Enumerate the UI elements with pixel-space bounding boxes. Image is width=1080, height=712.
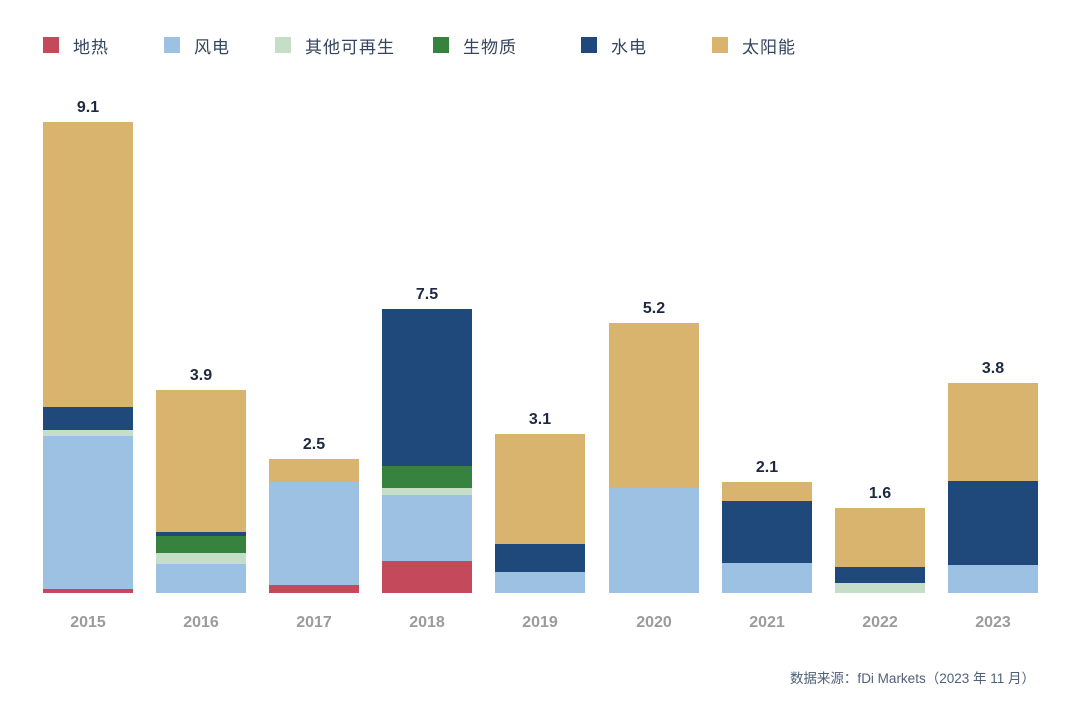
bar-total-label: 7.5 <box>415 286 439 303</box>
bar-segment-geothermal <box>43 589 133 593</box>
x-axis-label-2023: 2023 <box>975 614 1011 631</box>
bar-total-label: 2.5 <box>302 436 326 453</box>
other-renewables-swatch-icon <box>275 37 291 53</box>
legend-label: 风电 <box>194 37 230 57</box>
bar-segment-hydro <box>722 501 812 563</box>
bar-2023: 3.8 <box>948 360 1038 593</box>
x-axis-label-2019: 2019 <box>522 614 558 631</box>
legend-item-solar: 太阳能 <box>712 34 796 57</box>
bar-2022: 1.6 <box>835 485 925 593</box>
bar-segment-other-renewables <box>156 553 246 564</box>
legend-label: 其他可再生 <box>305 37 395 57</box>
bar-segment-other-renewables <box>43 430 133 436</box>
bar-total-label: 3.1 <box>528 411 552 428</box>
bar-segment-hydro <box>382 309 472 466</box>
x-axis-label-2016: 2016 <box>183 614 219 631</box>
legend-item-biomass: 生物质 <box>433 34 517 57</box>
x-axis-label-2021: 2021 <box>749 614 785 631</box>
hydro-swatch-icon <box>581 37 597 53</box>
legend-item-geothermal: 地热 <box>43 34 109 57</box>
bar-total-label: 3.8 <box>981 360 1005 377</box>
bar-segment-solar <box>609 323 699 488</box>
bar-segment-solar <box>948 383 1038 481</box>
bar-segment-biomass <box>156 536 246 553</box>
bar-segment-hydro <box>156 532 246 536</box>
legend-label: 太阳能 <box>742 37 796 57</box>
bar-segment-wind <box>43 436 133 589</box>
bar-total-label: 1.6 <box>868 485 892 502</box>
bar-2019: 3.1 <box>495 411 585 593</box>
bar-segment-solar <box>722 482 812 501</box>
bar-2018: 7.5 <box>382 286 472 593</box>
bar-segment-geothermal <box>382 561 472 593</box>
legend-label: 地热 <box>73 37 109 57</box>
bar-segment-wind <box>495 572 585 593</box>
chart-legend: 地热 风电 其他可再生 生物质 水电 太阳能 <box>0 0 1080 70</box>
x-axis-label-2022: 2022 <box>862 614 898 631</box>
bar-2020: 5.2 <box>609 300 699 593</box>
bar-segment-wind <box>269 482 359 585</box>
bar-segment-wind <box>948 565 1038 593</box>
x-axis-label-2017: 2017 <box>296 614 332 631</box>
bar-total-label: 5.2 <box>642 300 666 317</box>
bar-segment-hydro <box>43 407 133 430</box>
legend-label: 生物质 <box>463 37 517 57</box>
data-source-note: 数据来源：fDi Markets（2023 年 11 月） <box>789 671 1035 686</box>
bar-2021: 2.1 <box>722 459 812 593</box>
solar-swatch-icon <box>712 37 728 53</box>
bar-2017: 2.5 <box>269 436 359 593</box>
bar-segment-solar <box>835 508 925 567</box>
bar-segment-hydro <box>835 567 925 583</box>
legend-item-wind: 风电 <box>164 34 230 57</box>
x-axis-label-2015: 2015 <box>70 614 106 631</box>
bar-segment-hydro <box>948 481 1038 565</box>
bar-total-label: 3.9 <box>189 367 213 384</box>
bar-2015: 9.1 <box>43 99 133 593</box>
bar-segment-solar <box>43 122 133 407</box>
geothermal-swatch-icon <box>43 37 59 53</box>
bar-segment-solar <box>495 434 585 544</box>
bar-segment-hydro <box>495 544 585 572</box>
bar-segment-wind <box>156 564 246 593</box>
bar-total-label: 2.1 <box>755 459 779 476</box>
bar-segment-other-renewables <box>382 488 472 495</box>
bar-segment-solar <box>269 459 359 482</box>
biomass-swatch-icon <box>433 37 449 53</box>
legend-label: 水电 <box>611 37 647 57</box>
bar-segment-geothermal <box>269 585 359 593</box>
bar-segment-wind <box>609 488 699 593</box>
wind-swatch-icon <box>164 37 180 53</box>
bar-segment-other-renewables <box>835 583 925 593</box>
bar-segment-wind <box>382 495 472 561</box>
legend-item-other-renewables: 其他可再生 <box>275 34 395 57</box>
bar-segment-wind <box>722 563 812 593</box>
bar-segment-biomass <box>382 466 472 488</box>
bar-2016: 3.9 <box>156 367 246 593</box>
bar-total-label: 9.1 <box>76 99 100 116</box>
legend-item-hydro: 水电 <box>581 34 647 57</box>
x-axis-label-2018: 2018 <box>409 614 445 631</box>
bar-segment-solar <box>156 390 246 532</box>
x-axis-label-2020: 2020 <box>636 614 672 631</box>
